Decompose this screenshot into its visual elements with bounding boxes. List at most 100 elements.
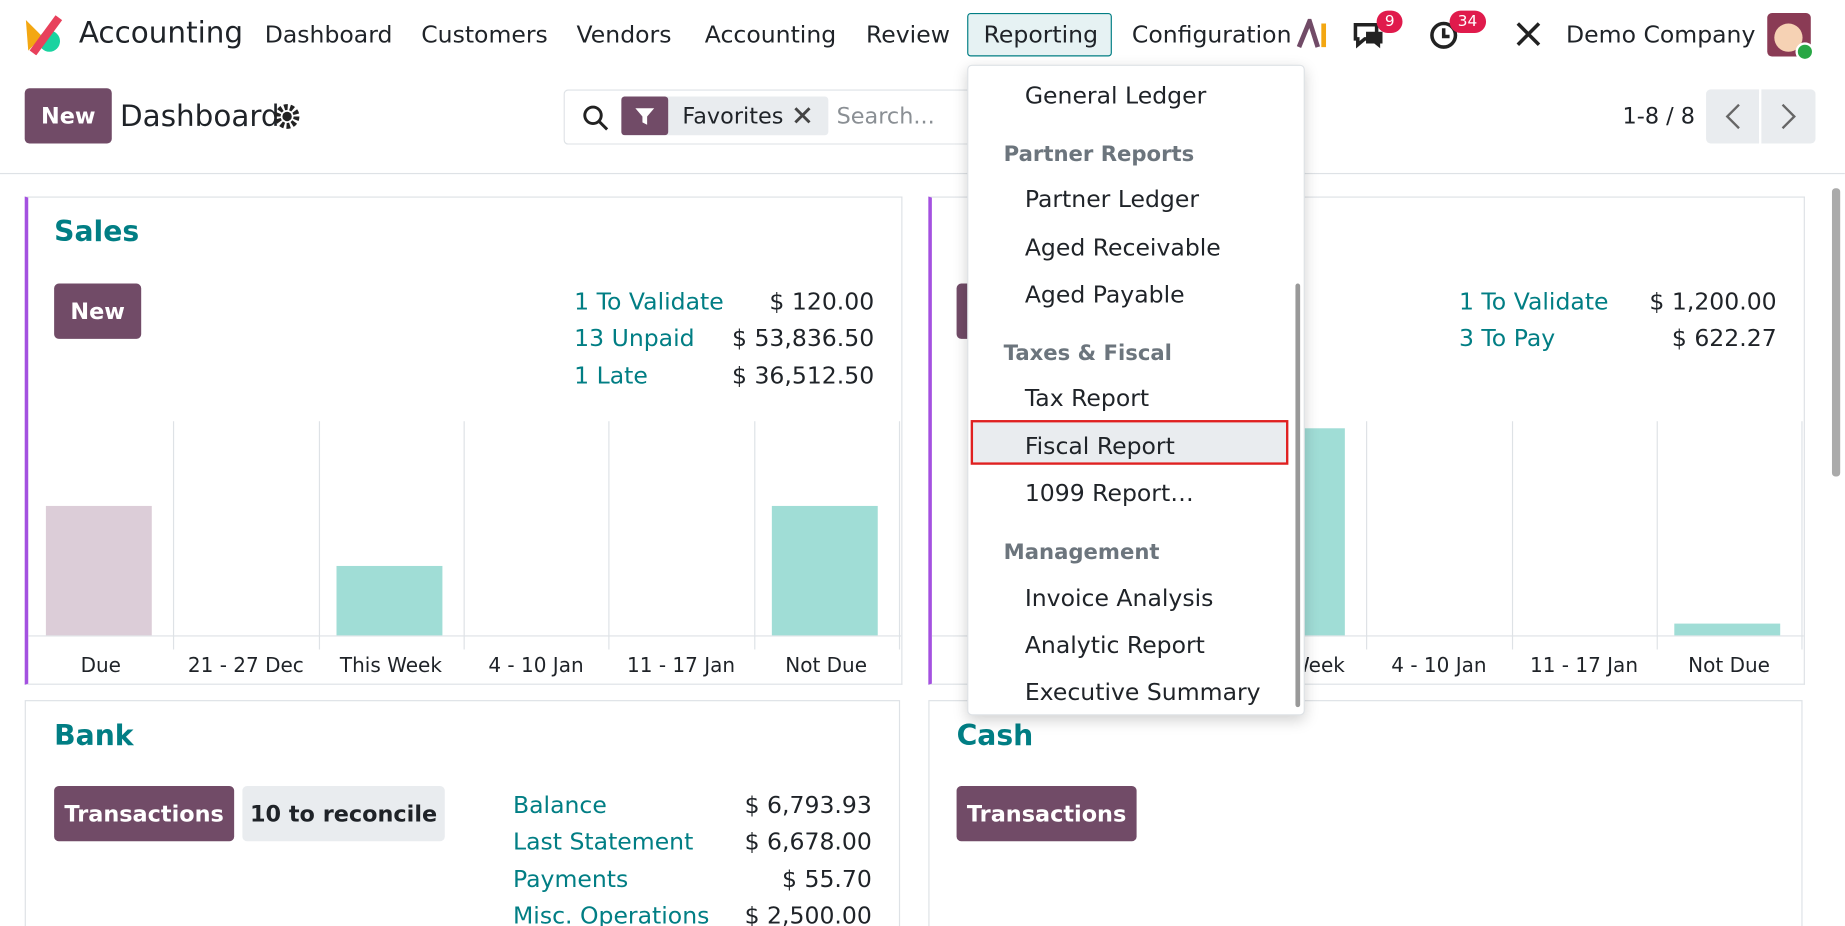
graph-separator: [608, 421, 610, 650]
graph-label: 21 - 27 Dec: [187, 654, 304, 678]
stat-label[interactable]: 3 To Pay: [1458, 323, 1556, 353]
menu-item[interactable]: Accounting: [704, 20, 837, 49]
graph-separator: [1511, 421, 1513, 650]
menu-item[interactable]: Analytic Report: [1024, 630, 1205, 659]
stat-label[interactable]: Payments: [512, 864, 629, 893]
menu-item[interactable]: Reporting: [983, 20, 1099, 49]
menu-item[interactable]: Dashboard: [264, 20, 393, 49]
stat-label[interactable]: Misc. Operations: [512, 901, 710, 926]
stat-label[interactable]: 1 To Validate: [574, 287, 724, 316]
page-scrollbar: [1831, 188, 1841, 477]
bank-card: Bank Transactions 10 to reconcile Balance $ …: [24, 700, 901, 926]
facet-label: Favorites: [682, 103, 784, 130]
card-button[interactable]: Transactions: [956, 785, 1137, 842]
graph-label: Not Due: [1688, 654, 1770, 678]
menu-section-header: Management: [1003, 540, 1160, 565]
graph-baseline: [28, 635, 902, 637]
stat-value: $ 2,500.00: [744, 901, 872, 926]
graph-separator: [318, 421, 320, 650]
pager-next[interactable]: [1761, 89, 1816, 144]
menu-item[interactable]: Aged Receivable: [1024, 232, 1221, 262]
facet-remove[interactable]: [793, 106, 812, 125]
stat-value: $ 1,200.00: [1649, 287, 1777, 316]
avatar[interactable]: [1766, 12, 1815, 62]
reporting-dropdown: General Ledger Partner Reports Partner Led…: [967, 64, 1305, 716]
menu-item[interactable]: Configuration: [1131, 20, 1292, 49]
app-name: Accounting: [78, 15, 244, 50]
graph-separator: [1801, 421, 1803, 650]
stat-value: $ 622.27: [1671, 323, 1777, 353]
search-box[interactable]: [563, 89, 1059, 145]
graph-label: 11 - 17 Jan: [627, 654, 736, 678]
pager-prev[interactable]: [1706, 89, 1760, 144]
menu-item[interactable]: 1099 Report…: [1024, 478, 1194, 508]
selected-highlight: [970, 420, 1289, 465]
pager-arrows: [1725, 103, 1796, 130]
graph-bar: [771, 505, 878, 636]
card-title[interactable]: Sales: [54, 215, 140, 249]
stat-value: $ 6,678.00: [744, 827, 872, 856]
sales-card: Sales New 1 To Validate $ 120.00 13 Unpaid $ …: [24, 196, 903, 685]
ai-icon[interactable]: [1296, 18, 1330, 50]
messages-icon[interactable]: [1352, 20, 1387, 51]
graph-label: Not Due: [785, 654, 868, 678]
settings-icon[interactable]: [1514, 20, 1542, 48]
card-title[interactable]: Cash: [956, 718, 1034, 752]
active-menu-bg: [967, 12, 1112, 57]
stat-value: $ 53,836.50: [731, 323, 875, 353]
graph-bar: [45, 505, 153, 636]
view-title: Dashboard: [120, 98, 280, 133]
facet-icon: [621, 96, 669, 136]
divider: [0, 172, 1845, 175]
menu-item[interactable]: Invoice Analysis: [1024, 583, 1214, 612]
stat-label[interactable]: 1 To Validate: [1458, 287, 1609, 316]
graph-bar: [1674, 623, 1781, 636]
graph-separator: [1656, 421, 1658, 650]
graph-separator: [753, 421, 755, 650]
menu-item[interactable]: Executive Summary: [1024, 677, 1261, 706]
app-logo: [25, 15, 63, 56]
menu-item[interactable]: Partner Ledger: [1024, 184, 1200, 213]
new-button[interactable]: New: [24, 88, 112, 144]
card-button[interactable]: 10 to reconcile: [242, 785, 445, 842]
graph-separator: [463, 421, 465, 650]
graph-label: 4 - 10 Jan: [1391, 654, 1487, 678]
graph-separator: [1366, 421, 1368, 650]
stat-value: $ 36,512.50: [731, 360, 875, 389]
menu-item[interactable]: Customers: [421, 20, 548, 49]
menu-item[interactable]: General Ledger: [1024, 81, 1207, 110]
search-placeholder[interactable]: Search...: [836, 103, 935, 130]
stat-label[interactable]: Last Statement: [512, 827, 694, 856]
card-button[interactable]: Transactions: [54, 785, 235, 842]
card-title[interactable]: Bank: [54, 718, 134, 752]
menu-item[interactable]: Tax Report: [1024, 383, 1150, 412]
menu-item[interactable]: Review: [865, 20, 950, 49]
cash-card: Cash Transactions: [928, 700, 1803, 926]
dropdown-scrollbar: [1295, 283, 1301, 708]
menu-section-header: Taxes & Fiscal: [1003, 341, 1172, 366]
menu-item[interactable]: Aged Payable: [1024, 280, 1185, 309]
graph-separator: [173, 421, 175, 650]
menu-item[interactable]: Vendors: [576, 20, 672, 49]
graph-baseline: [931, 635, 1804, 637]
stat-label[interactable]: 1 Late: [574, 360, 648, 389]
activities-icon[interactable]: [1428, 19, 1461, 52]
graph-label: This Week: [339, 654, 442, 678]
company-name[interactable]: Demo Company: [1566, 20, 1756, 49]
gear-icon[interactable]: [274, 104, 300, 130]
menu-section-header: Partner Reports: [1003, 142, 1195, 168]
pager: 1-8 / 8: [1622, 103, 1696, 130]
graph-label: Due: [80, 654, 121, 678]
search-icon[interactable]: [581, 104, 609, 132]
graph-separator: [898, 421, 900, 650]
stat-label[interactable]: 13 Unpaid: [574, 323, 695, 353]
messages-badge: 9: [1376, 10, 1403, 33]
graph-label: 11 - 17 Jan: [1529, 654, 1639, 678]
card-button[interactable]: New: [54, 283, 142, 339]
menu-item[interactable]: Fiscal Report: [1024, 431, 1175, 461]
graph-label: 4 - 10 Jan: [488, 654, 584, 678]
stat-label[interactable]: Balance: [512, 790, 607, 819]
graph-bar: [336, 565, 443, 636]
